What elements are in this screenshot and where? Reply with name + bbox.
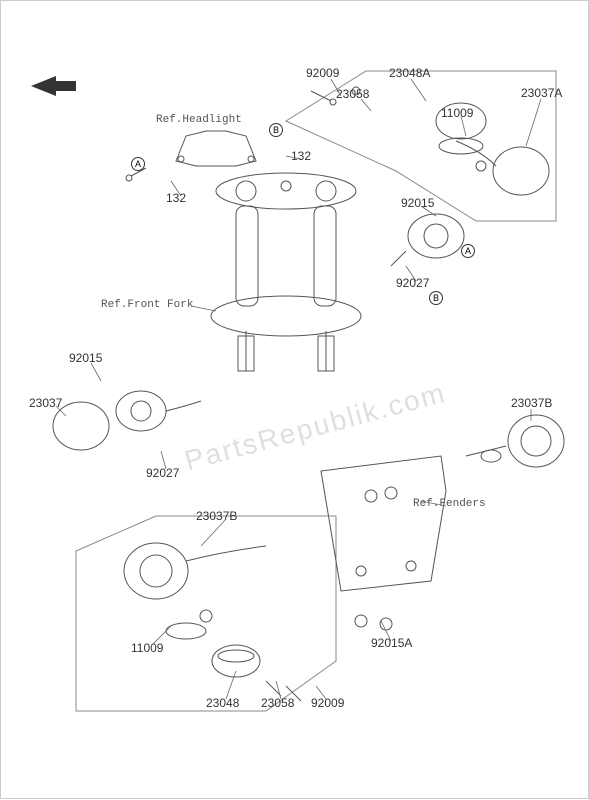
leader-lines (1, 1, 589, 800)
